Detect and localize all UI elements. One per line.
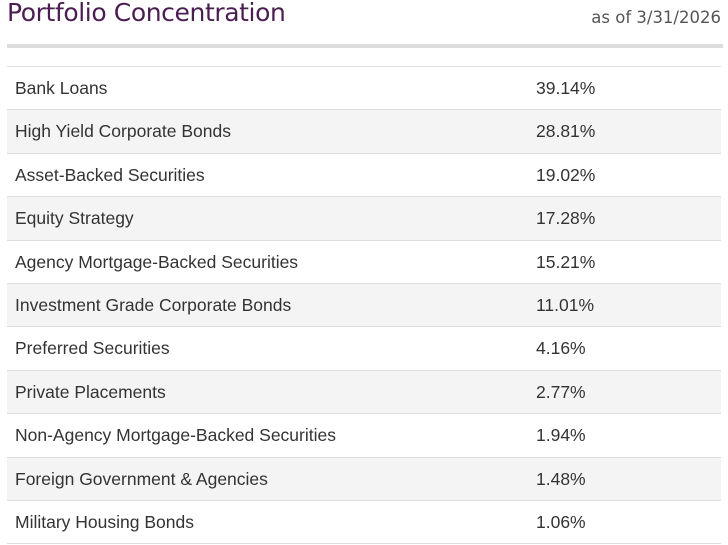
table-row: Asset-Backed Securities 19.02%: [7, 154, 721, 198]
table-row: Private Placements 2.77%: [7, 370, 721, 415]
row-label: Bank Loans: [15, 78, 108, 98]
row-label: Non-Agency Mortgage-Backed Securities: [15, 425, 336, 446]
row-label: Foreign Government & Agencies: [15, 468, 268, 489]
row-label: Asset-Backed Securities: [15, 164, 205, 185]
row-value: 1.06%: [536, 511, 586, 532]
table-row: Equity Strategy 17.28%: [7, 197, 721, 241]
table-row: Non-Agency Mortgage-Backed Securities 1.…: [7, 414, 721, 458]
row-label: Military Housing Bonds: [15, 511, 194, 532]
row-value: 1.48%: [536, 468, 586, 489]
row-value: 28.81%: [536, 121, 596, 142]
panel-header: Portfolio Concentration as of 3/31/2026: [0, 0, 728, 50]
page-title: Portfolio Concentration: [7, 0, 286, 27]
row-value: 2.77%: [536, 381, 586, 402]
row-value: 39.14%: [536, 78, 596, 98]
row-label: Investment Grade Corporate Bonds: [15, 294, 292, 315]
concentration-table: Bank Loans 39.14% High Yield Corporate B…: [7, 66, 721, 545]
row-value: 4.16%: [536, 338, 586, 359]
row-label: Private Placements: [15, 381, 166, 402]
table-row: Military Housing Bonds 1.06%: [7, 501, 721, 545]
row-label: High Yield Corporate Bonds: [15, 121, 231, 142]
row-label: Agency Mortgage-Backed Securities: [15, 251, 299, 272]
as-of-date: as of 3/31/2026: [591, 8, 721, 27]
table-row: High Yield Corporate Bonds 28.81%: [7, 110, 721, 154]
row-value: 17.28%: [536, 208, 596, 229]
table-row: Bank Loans 39.14%: [7, 67, 721, 111]
header-divider: [7, 44, 723, 48]
row-value: 1.94%: [536, 425, 586, 446]
table-row: Foreign Government & Agencies 1.48%: [7, 457, 721, 501]
row-value: 15.21%: [536, 251, 596, 272]
row-value: 11.01%: [536, 294, 595, 315]
row-label: Preferred Securities: [15, 338, 170, 359]
row-label: Equity Strategy: [15, 208, 134, 229]
table-row: Agency Mortgage-Backed Securities 15.21%: [7, 241, 721, 284]
table-row: Preferred Securities 4.16%: [7, 327, 721, 371]
row-value: 19.02%: [536, 164, 596, 185]
table-row: Investment Grade Corporate Bonds 11.01%: [7, 283, 721, 328]
